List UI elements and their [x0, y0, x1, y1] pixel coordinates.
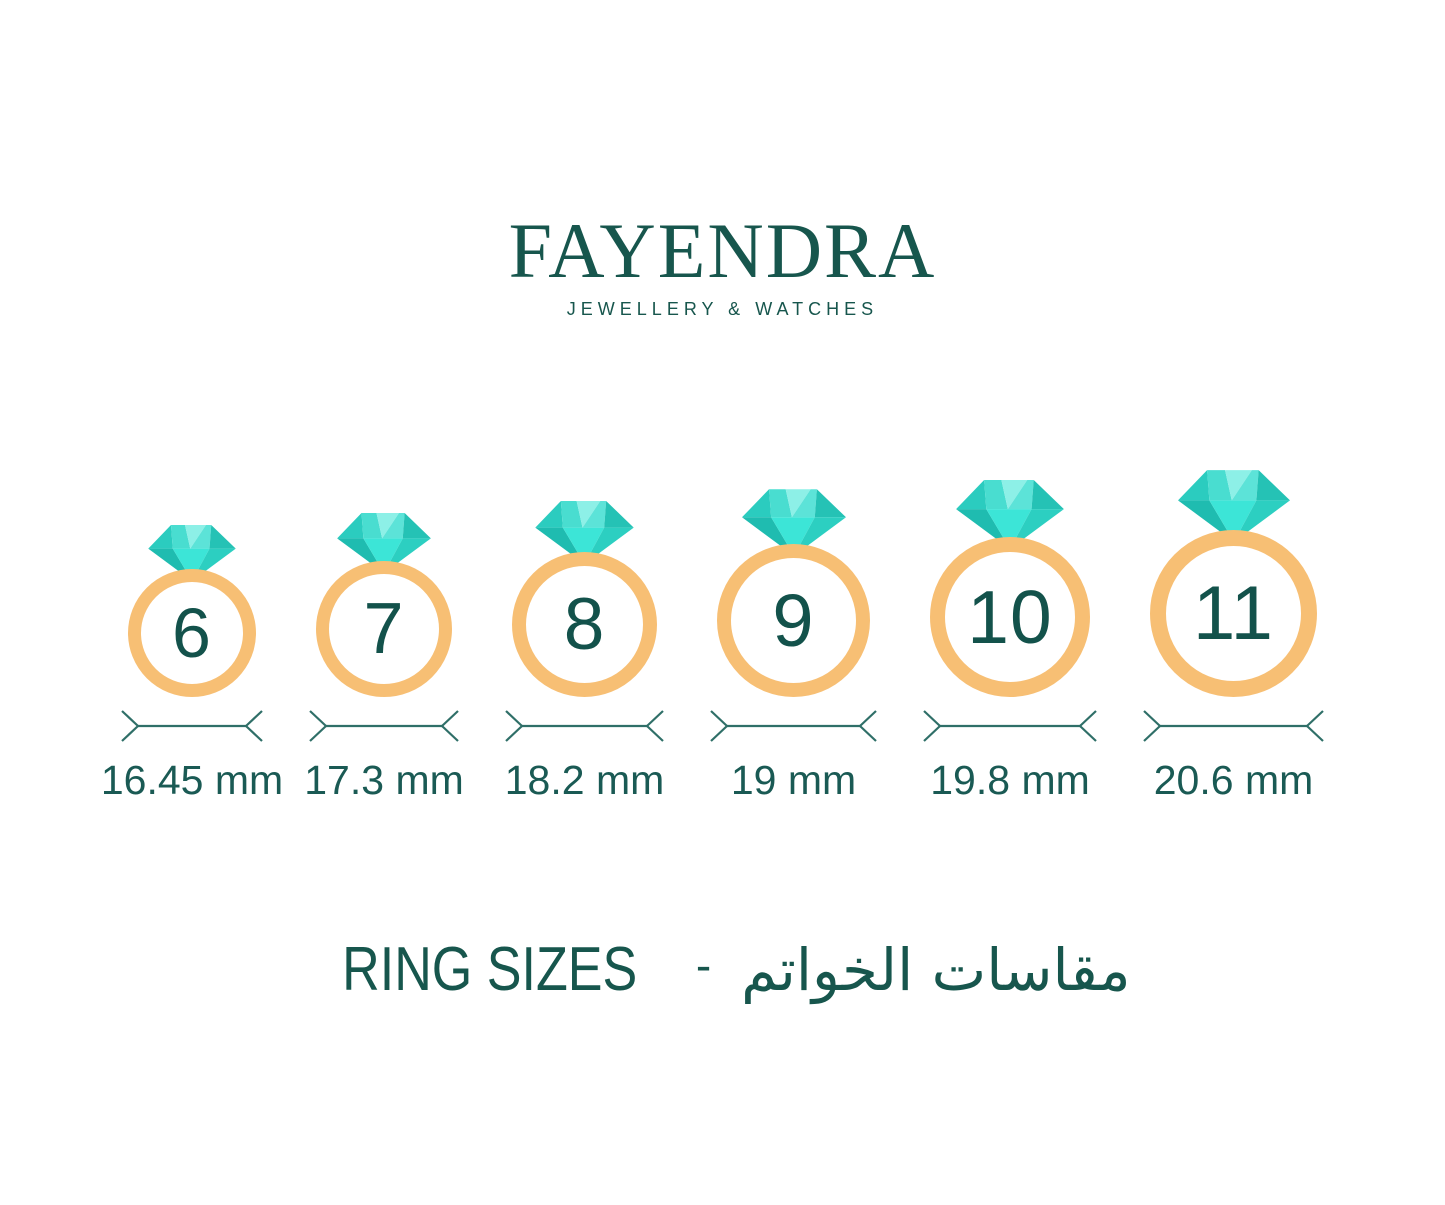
- brand-header: FAYENDRA JEWELLERY & WATCHES: [0, 0, 1445, 320]
- ring-figure-size-10: 10 19.8 mm: [923, 480, 1097, 804]
- ring-size-number: 9: [772, 578, 815, 662]
- ring-band: 6: [128, 569, 256, 697]
- ring-figure-size-11: 11 20.6 mm: [1143, 470, 1324, 804]
- title-arabic: مقاسات الخواتم: [741, 935, 1131, 1004]
- brand-tagline: JEWELLERY & WATCHES: [566, 299, 879, 319]
- ring-band: 8: [512, 552, 657, 697]
- diameter-label: 18.2 mm: [504, 757, 665, 803]
- ring-band: 11: [1150, 530, 1317, 697]
- ring-figure-size-7: 7 17.3 mm: [304, 513, 464, 804]
- diameter-measure-line: [309, 710, 459, 742]
- diameter-label: 19 mm: [730, 757, 857, 803]
- diamond-gem-icon: [535, 501, 634, 564]
- ring-size-number: 11: [1193, 570, 1274, 656]
- diameter-label: 19.8 mm: [930, 757, 1090, 803]
- diameter-measure-line: [710, 710, 877, 742]
- diameter-measure-line: [505, 710, 664, 742]
- diamond-gem-icon: [337, 513, 431, 573]
- ring-size-number: 8: [563, 584, 606, 665]
- ring-size-number: 6: [172, 594, 212, 672]
- diameter-measure-line: [923, 710, 1097, 742]
- ring-size-number: 10: [967, 574, 1053, 659]
- title-separator: -: [695, 938, 712, 991]
- diameter-label: 16.45 mm: [100, 757, 284, 803]
- ring-figure-size-8: 8 18.2 mm: [505, 501, 664, 804]
- diamond-gem-icon: [1177, 470, 1290, 542]
- diameter-label: 17.3 mm: [304, 757, 464, 803]
- brand-logo-text: FAYENDRA: [508, 207, 937, 294]
- ring-figure-size-9: 9 19 mm: [710, 489, 877, 804]
- diamond-gem-icon: [741, 489, 846, 556]
- ring-band: 7: [316, 561, 452, 697]
- ring-band: 10: [930, 537, 1090, 697]
- diameter-measure-line: [1143, 710, 1324, 742]
- diameter-measure-line: [121, 710, 263, 742]
- ring-size-number: 7: [363, 589, 405, 669]
- title-english: RING SIZES: [342, 935, 638, 1004]
- diameter-label: 20.6 mm: [1153, 757, 1314, 803]
- ring-band: 9: [717, 544, 870, 697]
- footer-title: RING SIZES - مقاسات الخواتم: [0, 934, 1445, 1005]
- ring-figure-size-6: 6 16.45 mm: [101, 525, 283, 804]
- rings-row: 6 16.45 mm 7 17.3 mm 8 18.2 mm 9: [0, 470, 1445, 804]
